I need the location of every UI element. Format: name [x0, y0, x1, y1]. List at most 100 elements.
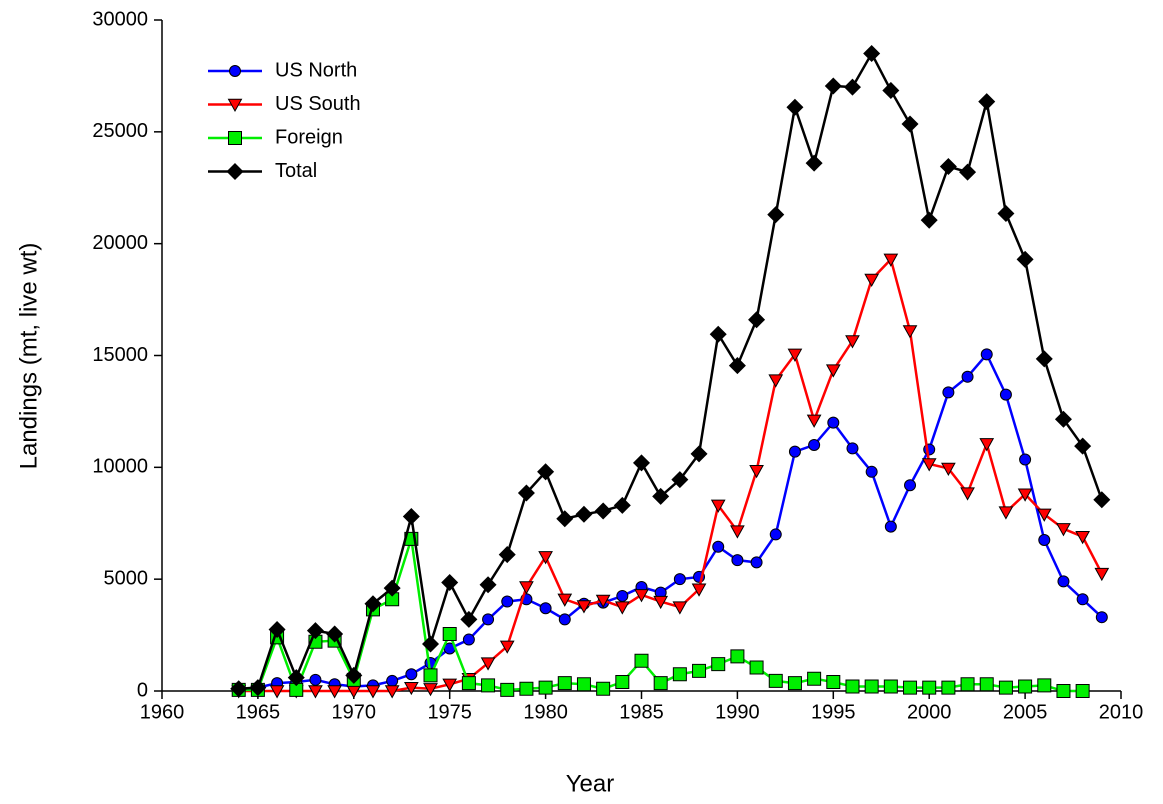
marker — [845, 335, 860, 349]
x-tick-label: 1960 — [140, 701, 185, 723]
marker — [517, 484, 535, 502]
marker — [287, 669, 305, 687]
marker — [673, 573, 686, 586]
marker — [728, 357, 746, 375]
marker — [1016, 250, 1034, 268]
marker — [959, 163, 977, 181]
marker — [788, 445, 801, 458]
marker — [882, 81, 900, 99]
marker — [961, 370, 974, 383]
legend-label: US North — [275, 59, 357, 81]
legend-marker — [229, 65, 241, 77]
marker — [807, 671, 822, 686]
marker — [326, 625, 344, 643]
marker — [827, 416, 840, 429]
marker — [538, 551, 553, 565]
marker — [690, 445, 708, 463]
marker — [942, 386, 955, 399]
marker — [386, 674, 399, 687]
marker — [595, 594, 611, 608]
marker — [768, 374, 784, 388]
y-tick-label: 5000 — [104, 567, 149, 589]
marker — [575, 505, 593, 523]
marker — [865, 465, 878, 478]
y-tick-label: 15000 — [92, 344, 148, 366]
marker — [364, 595, 382, 613]
marker — [672, 601, 688, 615]
marker — [1075, 530, 1090, 545]
marker — [479, 576, 497, 594]
y-tick-label: 25000 — [92, 120, 148, 142]
marker — [423, 668, 438, 683]
marker — [960, 677, 975, 692]
marker — [500, 682, 515, 697]
marker — [613, 496, 631, 514]
x-tick-label: 1975 — [427, 701, 472, 723]
marker — [402, 508, 420, 526]
marker — [1036, 508, 1052, 522]
marker — [786, 98, 804, 116]
marker — [519, 581, 534, 595]
marker — [519, 681, 534, 696]
marker — [824, 77, 842, 95]
marker — [901, 115, 919, 133]
marker — [557, 676, 572, 691]
marker — [883, 679, 898, 694]
y-tick-label: 10000 — [92, 456, 148, 478]
marker — [941, 462, 956, 476]
marker — [750, 556, 763, 569]
marker — [441, 574, 459, 592]
marker — [692, 663, 707, 678]
series-line — [238, 352, 1103, 692]
marker — [327, 685, 342, 699]
marker — [767, 206, 785, 224]
marker — [711, 657, 726, 672]
marker — [1093, 491, 1111, 509]
marker — [249, 679, 267, 697]
marker — [1037, 678, 1052, 693]
marker — [748, 311, 766, 329]
marker — [730, 649, 745, 664]
marker — [576, 677, 591, 692]
marker — [1019, 453, 1032, 466]
marker — [1038, 534, 1051, 547]
marker — [615, 675, 630, 690]
marker — [980, 348, 993, 361]
marker — [808, 438, 821, 451]
marker — [557, 593, 573, 607]
x-tick-label: 2000 — [907, 701, 952, 723]
marker — [576, 600, 592, 614]
marker — [671, 471, 689, 489]
marker — [999, 388, 1012, 401]
marker — [691, 583, 707, 597]
marker — [501, 595, 514, 608]
marker — [939, 157, 957, 176]
marker — [825, 364, 841, 378]
marker — [652, 487, 670, 505]
marker — [1056, 523, 1071, 537]
x-tick-label: 1965 — [236, 701, 281, 723]
marker — [460, 610, 478, 628]
marker — [826, 675, 841, 690]
marker — [462, 633, 475, 646]
marker — [710, 499, 726, 513]
legend-label: US South — [275, 93, 361, 115]
marker — [884, 520, 897, 533]
marker — [904, 479, 917, 492]
series-line — [238, 256, 1103, 693]
marker — [442, 626, 457, 641]
marker — [805, 154, 823, 172]
marker — [1095, 611, 1108, 624]
marker — [632, 454, 651, 472]
marker — [864, 273, 880, 287]
marker — [614, 601, 630, 615]
marker — [365, 685, 381, 699]
marker — [960, 487, 975, 501]
x-tick-label: 1980 — [523, 701, 568, 723]
x-tick-label: 1985 — [619, 701, 664, 723]
marker — [594, 502, 612, 520]
marker — [997, 204, 1015, 222]
marker — [843, 78, 861, 96]
marker — [481, 678, 496, 693]
